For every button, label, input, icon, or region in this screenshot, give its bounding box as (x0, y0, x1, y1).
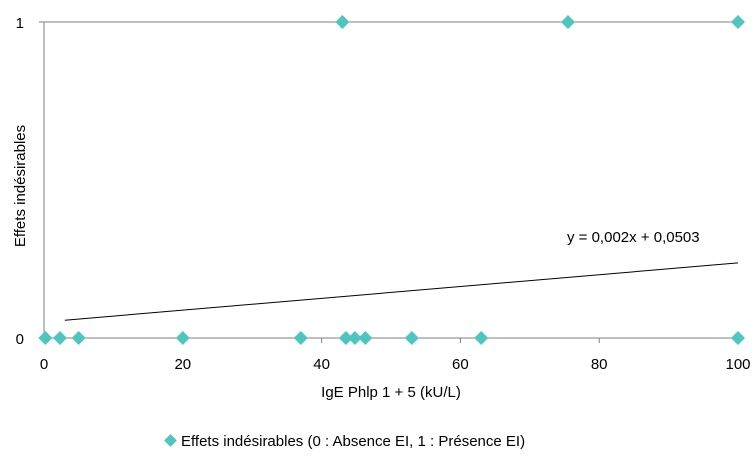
x-tick-label: 0 (40, 356, 48, 373)
data-point-diamond (404, 331, 419, 345)
data-points (38, 15, 745, 345)
trendline-group (64, 262, 739, 321)
data-point-diamond (52, 331, 67, 345)
legend-label: Effets indésirables (0 : Absence EI, 1 :… (181, 433, 525, 450)
data-point-diamond (175, 331, 190, 345)
legend-diamond-marker (164, 434, 177, 447)
data-point-diamond (560, 15, 575, 29)
legend: Effets indésirables (0 : Absence EI, 1 :… (164, 433, 525, 450)
data-point-diamond (358, 331, 373, 345)
y-tick-label: 0 (16, 331, 24, 348)
y-tick-label: 1 (16, 15, 24, 32)
x-ticks: 0 20 40 60 80 100 (40, 338, 751, 373)
trendline (64, 262, 739, 321)
data-point-diamond (71, 331, 86, 345)
data-point-diamond (293, 331, 308, 345)
data-point-diamond (38, 331, 53, 345)
x-tick-label: 20 (174, 356, 191, 373)
x-tick-label: 100 (725, 356, 750, 373)
trendline-equation: y = 0,002x + 0,0503 (567, 229, 700, 246)
data-point-diamond (731, 15, 745, 29)
x-axis-title: IgE Phlp 1 + 5 (kU/L) (321, 384, 461, 401)
data-point-diamond (731, 331, 745, 345)
data-point-diamond (338, 331, 353, 345)
y-axis-title: Effets indésirables (12, 125, 29, 247)
data-point-diamond (335, 15, 350, 29)
x-tick-label: 60 (452, 356, 469, 373)
x-tick-label: 40 (313, 356, 330, 373)
x-tick-label: 80 (591, 356, 608, 373)
data-point-diamond (347, 331, 362, 345)
data-point-diamond (474, 331, 489, 345)
